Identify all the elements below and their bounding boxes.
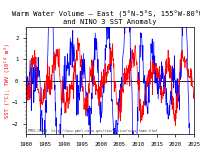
Text: PMEL/NOAA  http://www.pmel.noaa.gov/tao/elnino/nino-home.html: PMEL/NOAA http://www.pmel.noaa.gov/tao/e… bbox=[28, 129, 157, 133]
Y-axis label: SST (°C); TWV (10¹⁴ m³): SST (°C); TWV (10¹⁴ m³) bbox=[4, 43, 10, 118]
Title: Warm Water Volume — East (5°N-5°S, 155°W-80°W)
and NINO 3 SST Anomaly: Warm Water Volume — East (5°N-5°S, 155°W… bbox=[12, 11, 200, 25]
